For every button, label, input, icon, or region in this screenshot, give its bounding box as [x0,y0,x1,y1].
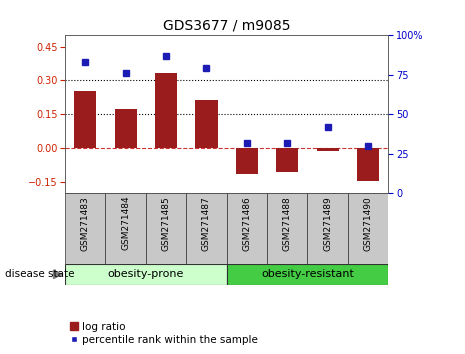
Bar [226,264,388,285]
Polygon shape [53,270,62,279]
Bar [226,193,267,264]
Bar [114,109,137,148]
Bar [317,148,339,151]
Bar [307,193,348,264]
Text: disease state: disease state [5,269,74,279]
Bar [186,193,226,264]
Bar [74,91,96,148]
Bar [348,193,388,264]
Bar [267,193,307,264]
Text: GSM271485: GSM271485 [162,196,171,251]
Text: GSM271486: GSM271486 [242,196,252,251]
Bar [195,99,218,148]
Text: GSM271489: GSM271489 [323,196,332,251]
Bar [236,148,258,174]
Bar [146,193,186,264]
Legend: log ratio, percentile rank within the sample: log ratio, percentile rank within the sa… [66,317,262,349]
Text: GSM271490: GSM271490 [364,196,372,251]
Bar [357,148,379,181]
Text: obesity-resistant: obesity-resistant [261,269,354,279]
Text: GSM271483: GSM271483 [81,196,90,251]
Bar [276,148,299,172]
Bar [155,73,177,148]
Bar [65,193,106,264]
Text: GSM271488: GSM271488 [283,196,292,251]
Text: GSM271487: GSM271487 [202,196,211,251]
Text: obesity-prone: obesity-prone [108,269,184,279]
Bar [106,193,146,264]
Title: GDS3677 / m9085: GDS3677 / m9085 [163,19,291,33]
Bar [65,264,226,285]
Text: GSM271484: GSM271484 [121,196,130,250]
